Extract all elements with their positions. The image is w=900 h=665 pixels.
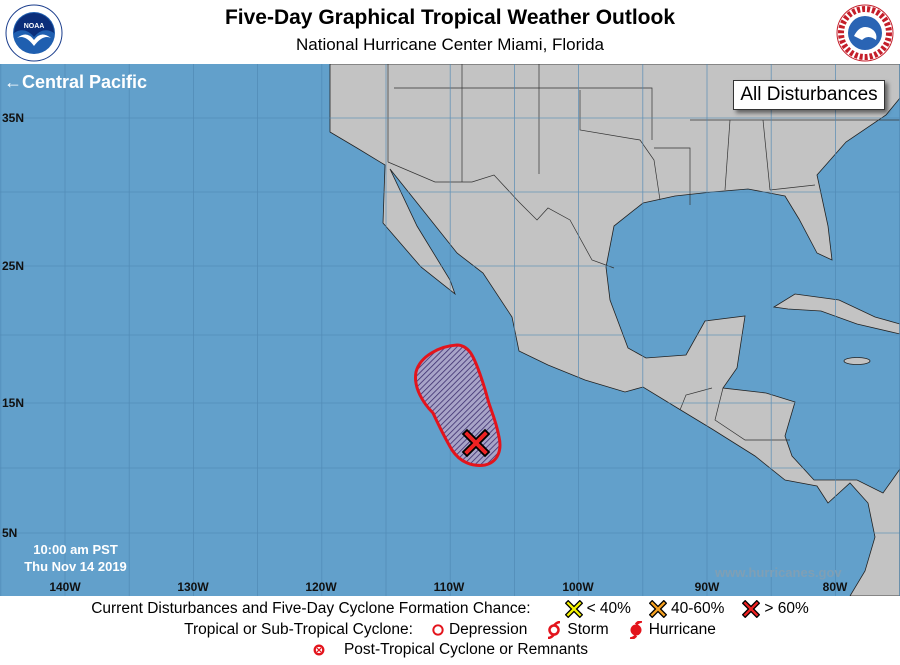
legend-high-chance: > 60% [764,600,809,617]
lon-label-90w: 90W [694,580,720,594]
legend-post-tropical: Post-Tropical Cyclone or Remnants [343,641,589,658]
legend-row-post-tropical: Post-Tropical Cyclone or Remnants [0,641,900,659]
legend-hurricane: Hurricane [648,621,716,638]
lat-label-15n: 15N [2,396,25,410]
lon-label-80w: 80W [822,580,848,594]
storm-icon [548,621,561,639]
high-chance-x-marker[interactable] [461,428,491,458]
cuba [772,293,900,335]
lon-label-140w: 140W [49,580,81,594]
noaa-logo[interactable]: NOAA [5,4,63,62]
page-title: Five-Day Graphical Tropical Weather Outl… [224,6,676,29]
website-watermark: www.hurricanes.gov [715,565,842,580]
view-label-all-disturbances: All Disturbances [733,80,885,110]
lat-label-35n: 35N [2,111,25,125]
political-borders [387,64,900,441]
legend-row-cyclones: Tropical or Sub-Tropical Cyclone: Depres… [0,621,900,639]
lat-label-5n: 5N [2,526,18,540]
page-subtitle: National Hurricane Center Miami, Florida [295,35,604,54]
jamaica [843,357,871,365]
lon-label-130w: 130W [177,580,209,594]
lat-lon-grid [0,64,900,596]
orange-x-icon [648,600,667,618]
red-x-icon [742,600,761,618]
legend-cyclone-label: Tropical or Sub-Tropical Cyclone: [184,621,413,638]
depression-icon [432,624,444,636]
legend-row-disturbances: Current Disturbances and Five-Day Cyclon… [0,600,900,618]
yellow-x-icon [564,600,583,618]
issue-time: 10:00 am PST [33,542,118,557]
post-tropical-icon [313,644,325,656]
issue-date: Thu Nov 14 2019 [24,559,127,574]
nws-logo[interactable] [836,4,894,62]
outlook-map[interactable] [0,64,900,596]
svg-text:NOAA: NOAA [24,23,45,30]
lon-label-120w: 120W [305,580,337,594]
legend-storm: Storm [567,621,609,638]
lat-label-25n: 25N [2,259,25,273]
legend-low-chance: < 40% [586,600,631,617]
lon-label-110w: 110W [433,580,465,594]
central-pacific-link[interactable]: ←Central Pacific [4,72,148,92]
legend-disturbance-label: Current Disturbances and Five-Day Cyclon… [91,600,531,617]
lon-label-100w: 100W [562,580,594,594]
hurricane-icon [629,621,642,639]
legend-depression: Depression [448,621,528,638]
north-central-america-landmass [329,64,900,596]
legend-medium-chance: 40-60% [670,600,725,617]
